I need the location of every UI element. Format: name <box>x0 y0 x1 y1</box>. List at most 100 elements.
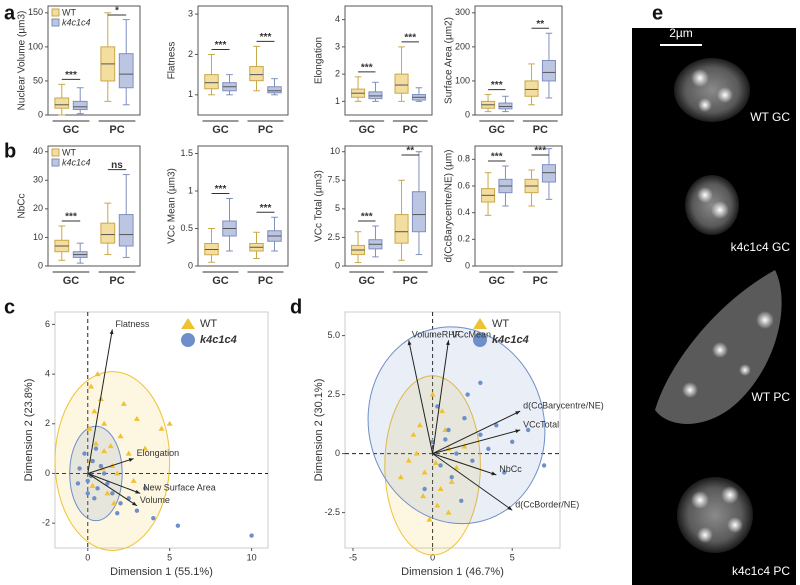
arrow-head <box>128 458 134 462</box>
point <box>446 427 451 433</box>
loading-label: Volume <box>140 495 170 505</box>
nucleus <box>677 477 753 553</box>
chromocenter <box>697 187 713 203</box>
point <box>448 478 455 484</box>
y-tick-label: 30 <box>33 175 43 185</box>
y-tick-label: 0 <box>188 260 193 270</box>
y-tick-label: 200 <box>455 41 470 51</box>
point <box>461 443 468 449</box>
point <box>420 493 427 499</box>
group-label: PC <box>258 275 273 287</box>
y-tick-label: 4 <box>45 368 50 378</box>
y-tick-label: 2.5 <box>327 389 340 399</box>
y-axis-label: d(CcBarycentre/NE) (µm) <box>444 150 455 263</box>
y-tick-label: 1 <box>335 96 340 106</box>
chromocenter <box>756 311 774 329</box>
y-tick-label: -2.5 <box>324 507 340 517</box>
loading-arrow <box>432 429 521 455</box>
point <box>502 470 507 475</box>
point <box>142 486 148 491</box>
y-tick-label: 1.5 <box>180 148 193 158</box>
y-tick-label: 0.2 <box>457 234 470 244</box>
point <box>426 516 433 522</box>
point <box>541 463 547 468</box>
loading-arrow <box>432 453 497 476</box>
significance: * <box>115 6 119 17</box>
box <box>394 214 409 244</box>
legend-marker <box>181 333 195 347</box>
point <box>449 475 454 480</box>
significance: *** <box>491 80 503 91</box>
point <box>510 439 515 444</box>
y-axis-label: Dimension 2 (23.8%) <box>23 379 35 482</box>
box <box>524 80 539 97</box>
legend-label: k4c1c4 <box>200 334 237 346</box>
point <box>90 458 95 464</box>
chromocenter <box>721 486 739 504</box>
group-label: PC <box>109 275 124 287</box>
arrow-head <box>109 329 114 335</box>
point <box>166 420 173 426</box>
y-tick-label: 5 <box>335 203 340 213</box>
x-axis-label: Dimension 1 (55.1%) <box>110 566 213 578</box>
point <box>465 392 470 397</box>
point <box>432 460 439 466</box>
point <box>88 383 95 389</box>
legend-label: k4c1c4 <box>62 17 91 27</box>
loading-arrow <box>87 473 138 507</box>
group-label: GC <box>359 275 376 287</box>
y-tick-label: 6 <box>45 319 50 329</box>
point <box>117 433 124 439</box>
panel-label: d <box>290 296 302 318</box>
chromocenter <box>697 527 713 543</box>
x-tick-label: 0 <box>85 552 90 562</box>
y-tick-label: 10 <box>330 146 340 156</box>
group-label: GC <box>63 124 80 136</box>
point <box>478 432 483 437</box>
y-axis-label: Nuclear Volume (µm3) <box>17 11 28 111</box>
panel-label: b <box>4 140 16 162</box>
nucleus <box>685 175 739 235</box>
significance: *** <box>361 62 373 73</box>
plot-frame <box>197 5 289 116</box>
y-tick-label: 7.5 <box>327 175 340 185</box>
significance: *** <box>534 146 546 157</box>
panel-label: c <box>4 296 15 318</box>
point <box>133 415 140 421</box>
loading-label: VolumeRHF <box>412 330 461 340</box>
panel-label: a <box>4 2 16 24</box>
panel-label: e <box>652 2 663 24</box>
y-tick-label: 0 <box>335 260 340 270</box>
nucleus <box>674 58 750 122</box>
box <box>394 73 409 94</box>
significance: ns <box>111 160 123 171</box>
y-axis-label: Flatness <box>167 42 178 80</box>
y-tick-label: 4 <box>335 14 340 24</box>
box <box>541 164 556 183</box>
chromocenter <box>691 69 709 87</box>
point <box>437 486 444 491</box>
loading-label: Flatness <box>115 319 150 329</box>
group-label: PC <box>403 275 418 287</box>
plot-frame <box>344 145 433 267</box>
arrow-head <box>507 505 513 511</box>
point <box>175 523 181 528</box>
group-label: GC <box>489 275 506 287</box>
legend-label: WT <box>62 147 76 157</box>
significance: *** <box>361 212 373 223</box>
y-tick-label: 1 <box>188 89 193 99</box>
y-tick-label: -2 <box>42 518 50 528</box>
box <box>411 191 426 233</box>
point <box>494 423 499 428</box>
point <box>459 498 464 503</box>
point <box>92 496 97 501</box>
y-tick-label: 100 <box>455 75 470 85</box>
legend-label: WT <box>62 7 76 17</box>
y-axis-label: VCc Total (µm3) <box>314 170 325 242</box>
scale-bar-label: 2µm <box>669 26 693 40</box>
loading-label: Elongation <box>137 448 180 458</box>
point <box>429 391 436 397</box>
significance: *** <box>215 40 227 51</box>
point <box>86 425 93 431</box>
